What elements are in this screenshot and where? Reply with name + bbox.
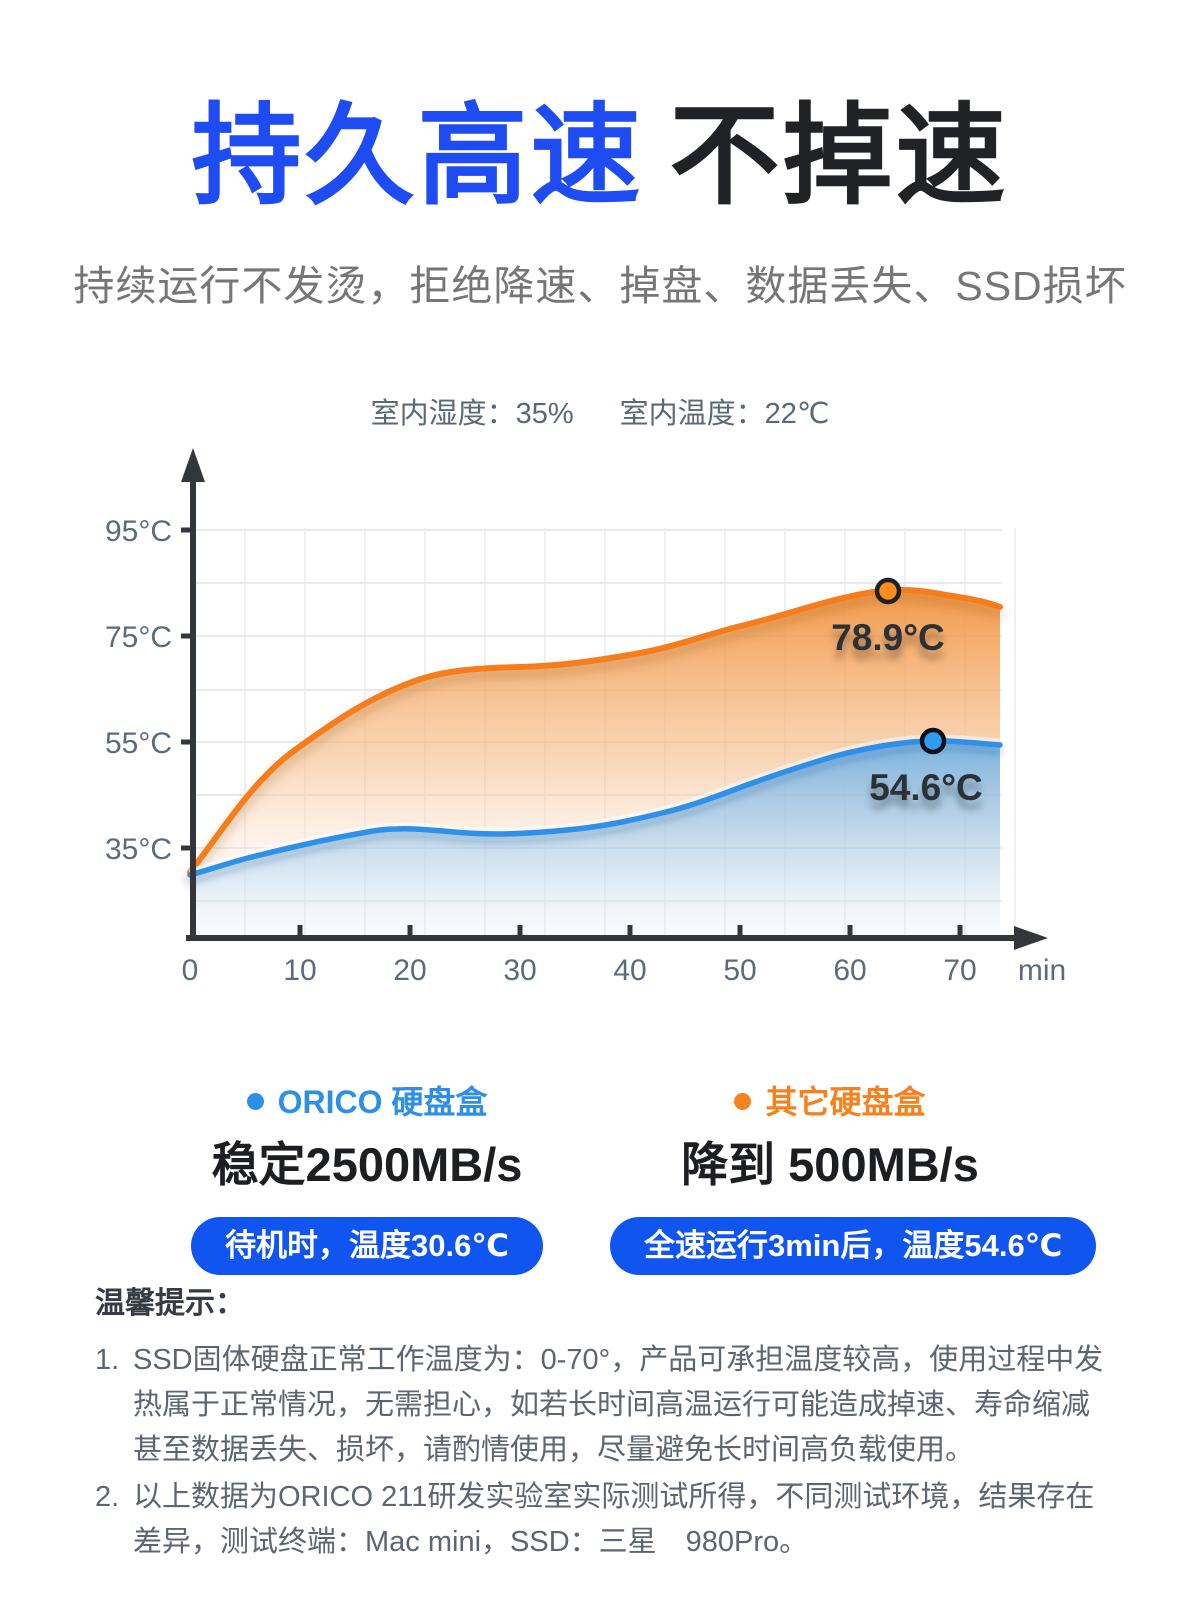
axis-ticks bbox=[181, 527, 963, 937]
y-tick-label: 35°C bbox=[105, 833, 172, 866]
x-axis-unit: min bbox=[1018, 954, 1066, 987]
tip-text: SSD固体硬盘正常工作温度为：0-70°，产品可承担温度较高，使用过程中发热属于… bbox=[133, 1344, 1104, 1466]
x-tick-label: 50 bbox=[723, 954, 756, 987]
tip-number: 2. bbox=[95, 1481, 120, 1513]
orico-peak-marker bbox=[919, 727, 947, 755]
title-highlight: 持久高速 bbox=[191, 95, 644, 218]
tips-heading: 温馨提示： bbox=[95, 1287, 245, 1320]
orico-peak-label: 54.6°C bbox=[869, 767, 983, 808]
tip-item-1: 1. SSD固体硬盘正常工作温度为：0-70°，产品可承担温度较高，使用过程中发… bbox=[95, 1338, 1115, 1473]
other-peak-label: 78.9°C bbox=[831, 617, 945, 658]
orico-legend-label: ORICO 硬盘盒 bbox=[277, 1084, 488, 1120]
x-axis-arrow bbox=[1014, 926, 1048, 950]
blue-dot-icon bbox=[246, 1093, 264, 1111]
page-subtitle: 持续运行不发烫，拒绝降速、掉盘、数据丢失、SSD损坏 bbox=[73, 263, 1127, 309]
env-humidity: 室内湿度：35% bbox=[370, 398, 574, 430]
x-tick-label: 40 bbox=[613, 954, 646, 987]
orico-column: ORICO 硬盘盒 稳定2500MB/s 待机时，温度30.6℃ bbox=[167, 1084, 567, 1275]
tip-number: 1. bbox=[95, 1344, 120, 1376]
orico-legend: ORICO 硬盘盒 bbox=[167, 1084, 567, 1120]
page-title: 持久高速 不掉速 bbox=[0, 96, 1200, 217]
y-tick-label: 75°C bbox=[105, 621, 172, 654]
other-column: 其它硬盘盒 降到 500MB/s 全速运行3min后，温度54.6℃ bbox=[610, 1084, 1097, 1275]
x-tick-label: 20 bbox=[393, 954, 426, 987]
x-tick-label: 0 bbox=[182, 954, 199, 987]
comparison-section: ORICO 硬盘盒 稳定2500MB/s 待机时，温度30.6℃ 其它硬盘盒 降… bbox=[0, 1084, 1200, 1275]
x-tick-label: 10 bbox=[283, 954, 316, 987]
temperature-chart: 95°C 75°C 55°C 35°C 0 10 20 30 40 50 60 … bbox=[0, 440, 1200, 1000]
title-rest: 不掉速 bbox=[669, 95, 1009, 218]
orico-speed: 稳定2500MB/s bbox=[211, 1138, 523, 1191]
orico-series-line bbox=[187, 738, 1003, 878]
other-legend-label: 其它硬盘盒 bbox=[765, 1084, 926, 1120]
tip-text: 以上数据为ORICO 211研发实验室实际测试所得，不同测试环境，结果存在差异，… bbox=[133, 1481, 1095, 1558]
orico-temp-badge: 待机时，温度30.6℃ bbox=[191, 1217, 543, 1275]
y-axis-arrow bbox=[181, 448, 205, 482]
chart-axes bbox=[186, 474, 1022, 941]
other-temp-badge: 全速运行3min后，温度54.6℃ bbox=[610, 1217, 1097, 1275]
y-tick-label: 55°C bbox=[105, 727, 172, 760]
other-peak-marker bbox=[874, 577, 902, 605]
tips-section: 温馨提示： 1. SSD固体硬盘正常工作温度为：0-70°，产品可承担温度较高，… bbox=[95, 1278, 1115, 1567]
other-speed: 降到 500MB/s bbox=[681, 1138, 979, 1191]
x-tick-label: 70 bbox=[943, 954, 976, 987]
y-tick-label: 95°C bbox=[105, 515, 172, 548]
env-conditions: 室内湿度：35% 室内温度：22℃ bbox=[0, 390, 1200, 432]
tip-item-2: 2. 以上数据为ORICO 211研发实验室实际测试所得，不同测试环境，结果存在… bbox=[95, 1475, 1115, 1565]
orange-dot-icon bbox=[734, 1093, 752, 1111]
env-temperature: 室内温度：22℃ bbox=[619, 398, 830, 430]
other-legend: 其它硬盘盒 bbox=[610, 1084, 1050, 1120]
x-tick-label: 30 bbox=[503, 954, 536, 987]
orico-series-area bbox=[190, 741, 1000, 940]
x-tick-label: 60 bbox=[833, 954, 866, 987]
chart-canvas: 95°C 75°C 55°C 35°C 0 10 20 30 40 50 60 … bbox=[105, 448, 1066, 987]
